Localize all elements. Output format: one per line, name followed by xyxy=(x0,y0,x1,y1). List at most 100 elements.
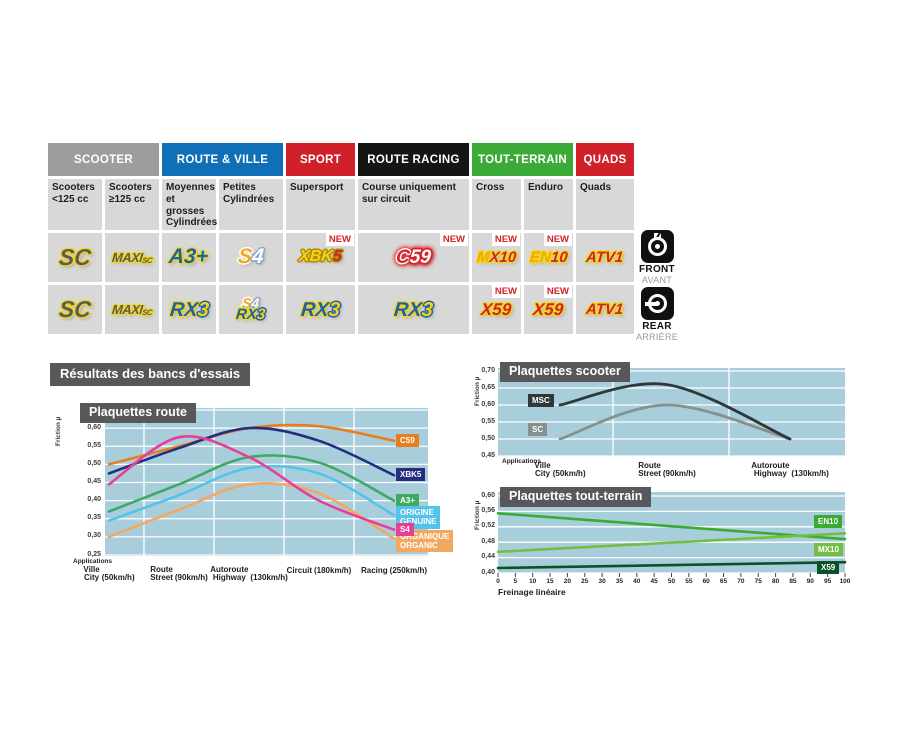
disc-hub xyxy=(654,301,660,306)
front-cell-0: SC xyxy=(48,233,102,282)
rear-label-fr: ARRIÈRE xyxy=(635,332,679,342)
category-line1: Autoroute xyxy=(751,461,790,470)
category-line2: Highway xyxy=(753,469,787,478)
product-logos: MX10 xyxy=(476,249,517,266)
logo-part: 3 xyxy=(420,298,434,321)
y-tick-route: 0,45 xyxy=(87,478,101,485)
column-header-2: Moyennes et grosses Cylindrées xyxy=(162,179,217,230)
category-line1: Route xyxy=(150,565,173,574)
series-line-X59 xyxy=(496,560,847,570)
y-tick-tout-terrain: 0,52 xyxy=(481,522,495,530)
category-speed: (90km/h) xyxy=(662,469,696,478)
front-cell-2: A3+ xyxy=(162,233,216,282)
category-line2: City xyxy=(534,469,551,478)
y-axis-label-tout-terrain: Friction µ xyxy=(474,500,481,530)
logo-X59: X59 xyxy=(532,299,565,319)
logo-SC: SC xyxy=(58,244,92,270)
front-cell-5: NEW C59 xyxy=(358,233,469,282)
rear-cell-0: SC xyxy=(48,285,102,334)
logo-A3: A3+ xyxy=(169,245,210,268)
front-cell-7: NEW EN10 xyxy=(524,233,573,282)
category-speed: (180km/h) xyxy=(313,566,352,575)
category-line2: Highway xyxy=(212,573,246,582)
category-line1: Autoroute xyxy=(210,565,249,574)
logo-EN10: EN10 xyxy=(529,248,568,266)
y-tick-scooter: 0,55 xyxy=(481,417,495,425)
rear-cell-8: ATV1 xyxy=(576,285,634,334)
logo-SC: SC xyxy=(57,296,93,323)
chart-plot-route xyxy=(105,408,428,556)
category-speed: (130km/h) xyxy=(791,469,829,478)
y-tick-tout-terrain: 0,40 xyxy=(481,568,495,576)
new-badge: NEW xyxy=(491,233,520,246)
logo-part: SC xyxy=(141,307,153,317)
front-cell-6: NEW MX10 xyxy=(472,233,521,282)
legend-text: S4 xyxy=(400,524,410,534)
category-speed: (90km/h) xyxy=(174,573,208,582)
front-cell-3: S4 xyxy=(219,233,283,282)
logo-part: MAXI xyxy=(111,249,144,265)
new-badge: NEW xyxy=(543,233,572,246)
legend-EN10: EN10 xyxy=(814,515,843,529)
x-tick: 0 xyxy=(496,578,500,585)
product-logos: RX3 xyxy=(300,298,341,321)
x-tick: 5 xyxy=(513,578,518,585)
logo-MAXISC: MAXISC xyxy=(111,249,152,265)
logo-part: XBK xyxy=(298,248,334,266)
category-speed: (130km/h) xyxy=(250,573,288,582)
category-speed: (50km/h) xyxy=(552,469,586,478)
x-tick: 60 xyxy=(702,578,710,585)
category-line2: Street xyxy=(638,469,661,478)
x-tick: 35 xyxy=(615,578,624,585)
x-axis-label: Freinage linéaire xyxy=(498,587,566,597)
y-tick-tout-terrain: 0,44 xyxy=(481,553,495,561)
product-logos: X59 xyxy=(481,300,513,319)
logo-part: 4 xyxy=(251,245,265,269)
category-line1: Ville xyxy=(534,461,551,470)
x-tick: 75 xyxy=(754,578,762,585)
category-name: Autoroute Highway xyxy=(210,566,248,582)
series-line-ORGANIQUE xyxy=(107,482,396,540)
logo-part: 3 xyxy=(256,306,267,324)
logo-part: RX xyxy=(235,306,259,324)
logo-RX3: RX3 xyxy=(235,306,267,324)
x-tick: 15 xyxy=(546,578,554,585)
logo-part: SC xyxy=(57,296,93,323)
rear-cell-1: MAXISC xyxy=(105,285,159,334)
legend-text: C59 xyxy=(400,435,415,445)
product-logos: S4 RX3 xyxy=(235,295,267,324)
front-brake-disc-icon xyxy=(640,230,674,263)
disc-ring xyxy=(647,237,667,256)
legend-text: A3+ xyxy=(400,495,415,505)
results-section-title: Résultats des bancs d'essais xyxy=(50,363,251,386)
y-tick-tout-terrain: 0,56 xyxy=(481,506,495,514)
y-tick-scooter: 0,45 xyxy=(481,451,495,459)
product-logos: C59 xyxy=(395,247,432,268)
logo-part: X59 xyxy=(532,299,565,319)
logo-part: MAXI xyxy=(111,301,144,317)
group-header-quads: QUADS xyxy=(576,143,634,176)
new-badge: NEW xyxy=(543,285,572,298)
x-tick: 25 xyxy=(581,578,589,585)
x-category-label: Circuit (180km/h) xyxy=(287,566,352,575)
front-axle-indicator: FRONT AVANT xyxy=(634,230,680,285)
rear-brake-disc-icon xyxy=(640,287,674,320)
y-axis-label-route: Friction µ xyxy=(55,416,62,446)
new-badge: NEW xyxy=(325,233,354,246)
logo-RX3: RX3 xyxy=(300,298,341,321)
x-tick: 85 xyxy=(789,578,797,585)
logo-part: 3 xyxy=(327,298,341,321)
legend-text: ORGANIQUE xyxy=(400,531,450,541)
logo-part: ATV1 xyxy=(585,300,625,318)
logo-MAXISC: MAXISC xyxy=(111,301,153,317)
product-logos: RX3 xyxy=(393,298,434,321)
rear-cell-3: S4 RX3 xyxy=(219,285,283,334)
new-badge: NEW xyxy=(439,233,468,246)
x-tick: 50 xyxy=(667,578,676,585)
legend-C59: C59 xyxy=(396,433,419,447)
series-line-SC xyxy=(558,403,792,441)
logo-part: EN xyxy=(529,248,552,266)
group-header-scooter: SCOOTER xyxy=(48,143,159,176)
product-logos: X59 xyxy=(532,299,565,319)
product-application-table: SCOOTER ROUTE & VILLE SPORT ROUTE RACING TOU… xyxy=(48,143,634,334)
